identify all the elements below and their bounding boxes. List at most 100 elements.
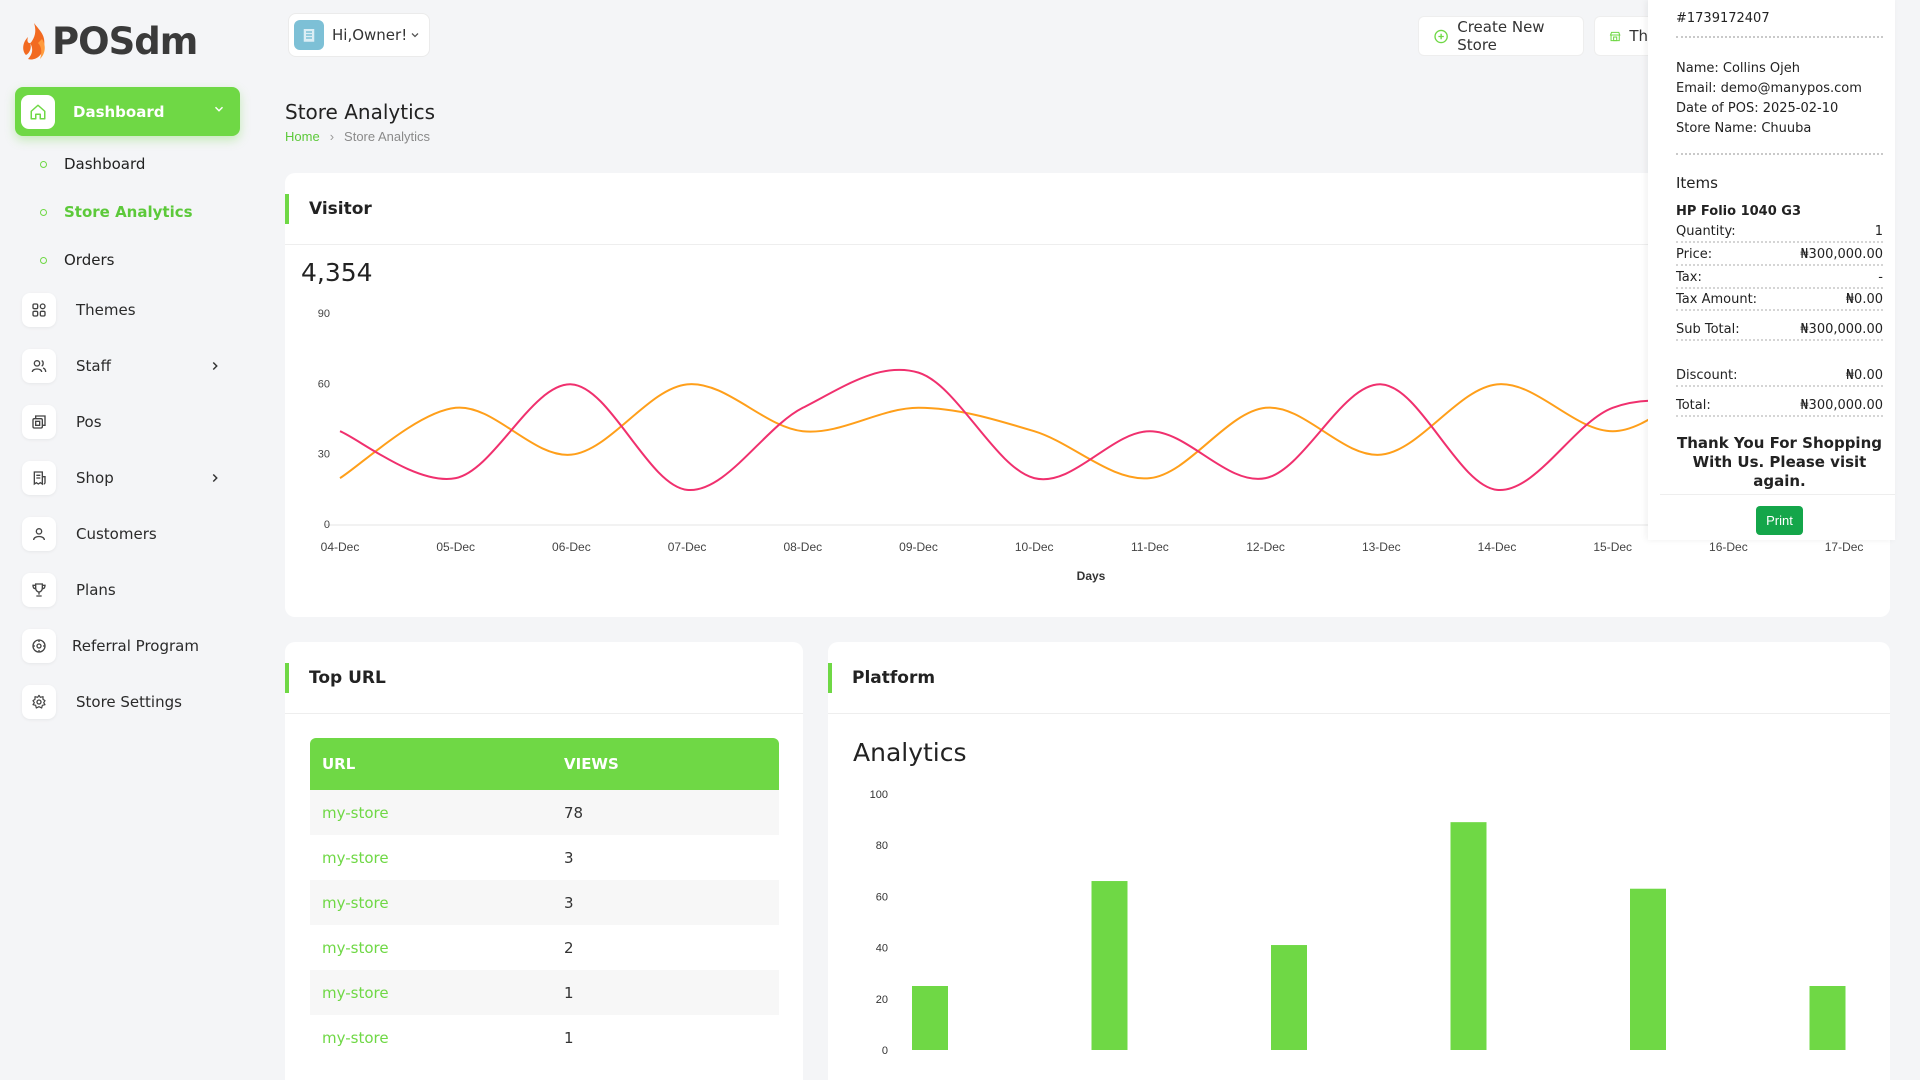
visitor-card: Visitor 4,354 0 30 60 90 04-Dec 05-Dec 06-Dec 0… [285,173,1890,617]
y-tick-label: 90 [318,308,330,320]
receipt-row-price: Price: ₦300,000.00 [1676,247,1883,266]
x-tick-label: 11-Dec [1131,540,1169,554]
bar [1809,986,1846,1050]
row-value: ₦300,000.00 [1800,398,1883,413]
x-tick-label: 06-Dec [552,540,591,554]
row-value: 1 [1874,224,1883,239]
row-label: Price: [1676,247,1713,262]
url-link[interactable]: my-store [322,893,389,912]
url-link[interactable]: my-store [322,938,389,957]
table-header: URL VIEWS [310,738,779,790]
breadcrumb-home[interactable]: Home [285,129,320,144]
bullet-icon [40,256,47,264]
receipt-icon [22,461,56,495]
card-header: Top URL [285,642,803,714]
sidebar-item-staff[interactable]: Staff [22,348,242,384]
row-value: ₦300,000.00 [1800,247,1883,262]
y-tick-label: 60 [318,378,330,390]
sidebar-item-label: Staff [76,357,111,375]
item-name: HP Folio 1040 G3 [1676,204,1802,219]
pos-icon [22,405,56,439]
divider [1660,494,1895,495]
sidebar-item-customers[interactable]: Customers [22,516,242,552]
x-axis-label: Days [1077,569,1106,583]
brand-name: POSdm [52,20,198,63]
x-tick-label: 07-Dec [668,540,707,554]
sidebar-item-label: Shop [76,469,114,487]
top-url-table: URL VIEWS my-store 78 my-store 3 my-store 3… [310,738,779,1060]
url-link[interactable]: my-store [322,983,389,1002]
items-title: Items [1676,174,1718,192]
x-tick-label: 12-Dec [1246,540,1285,554]
chevron-down-icon [214,106,224,112]
users-icon [22,349,56,383]
submenu-store-analytics[interactable]: Store Analytics [40,203,193,221]
flame-icon [23,22,45,59]
breadcrumb-current: Store Analytics [344,129,431,144]
sidebar-item-store-settings[interactable]: Store Settings [22,684,242,720]
sidebar-item-referral-program[interactable]: Referral Program [22,628,242,664]
themes-button[interactable]: Th [1594,16,1648,56]
column-header-url: URL [322,755,356,773]
bar [1450,822,1487,1050]
table-row: my-store 78 [310,790,779,835]
receipt-email: Email: demo@manypos.com [1676,81,1862,96]
sidebar-item-plans[interactable]: Plans [22,572,242,608]
row-label: Discount: [1676,368,1738,383]
receipt-store-name: Store Name: Chuuba [1676,121,1812,136]
receipt-customer-name: Name: Collins Ojeh [1676,61,1800,76]
platform-card: Platform Analytics 0 20 40 60 80 100 [828,642,1890,1080]
views-count: 2 [564,938,574,957]
url-link[interactable]: my-store [322,1028,389,1047]
breadcrumb-separator: › [329,129,335,144]
receipt-row-quantity: Quantity: 1 [1676,224,1883,243]
avatar [294,20,324,50]
submenu-orders[interactable]: Orders [40,251,114,269]
sidebar-item-label: Themes [76,301,136,319]
url-link[interactable]: my-store [322,848,389,867]
views-count: 3 [564,848,574,867]
home-icon [21,94,55,129]
receipt-date: Date of POS: 2025-02-10 [1676,101,1839,116]
row-label: Sub Total: [1676,322,1740,337]
row-value: ₦300,000.00 [1800,322,1883,337]
platform-bar-chart: 0 20 40 60 80 100 [870,789,1846,1057]
y-tick-label: 60 [876,891,888,903]
thank-you-message: Thank You For Shopping With Us. Please v… [1677,434,1882,490]
plus-circle-icon [1434,29,1448,43]
sidebar-item-dashboard[interactable]: Dashboard [15,87,240,136]
sidebar-item-themes[interactable]: Themes [22,292,242,328]
x-tick-label: 14-Dec [1478,540,1517,554]
sidebar-item-label: Customers [76,525,157,543]
bar [1091,881,1128,1050]
chevron-right-icon [212,473,218,483]
bar [1630,888,1666,1050]
analytics-title: Analytics [853,738,967,767]
gear-icon [22,685,56,719]
print-button[interactable]: Print [1756,506,1803,535]
series-line [339,368,1845,491]
grid-icon [22,293,56,327]
x-tick-label: 15-Dec [1593,540,1632,554]
sidebar-item-shop[interactable]: Shop [22,460,242,496]
x-tick-label: 13-Dec [1362,540,1401,554]
user-menu[interactable]: Hi,Owner! [288,13,430,57]
sidebar-item-label: Referral Program [72,637,199,655]
y-tick-label: 0 [324,519,330,531]
top-url-card: Top URL URL VIEWS my-store 78 my-store 3 m… [285,642,803,1080]
x-tick-label: 10-Dec [1015,540,1054,554]
card-accent-bar [828,662,832,693]
y-tick-label: 30 [318,449,330,461]
sidebar-item-pos[interactable]: Pos [22,404,242,440]
create-new-store-button[interactable]: Create New Store [1418,16,1584,56]
table-row: my-store 3 [310,835,779,880]
url-link[interactable]: my-store [322,803,389,822]
sidebar-item-label: Pos [76,413,102,431]
submenu-label: Store Analytics [64,203,193,221]
submenu-dashboard[interactable]: Dashboard [40,155,145,173]
logo[interactable]: POSdm [20,20,198,63]
sidebar-item-label: Plans [76,581,116,599]
row-label: Total: [1676,398,1711,413]
chevron-right-icon [212,361,218,371]
page-title: Store Analytics [285,100,436,124]
